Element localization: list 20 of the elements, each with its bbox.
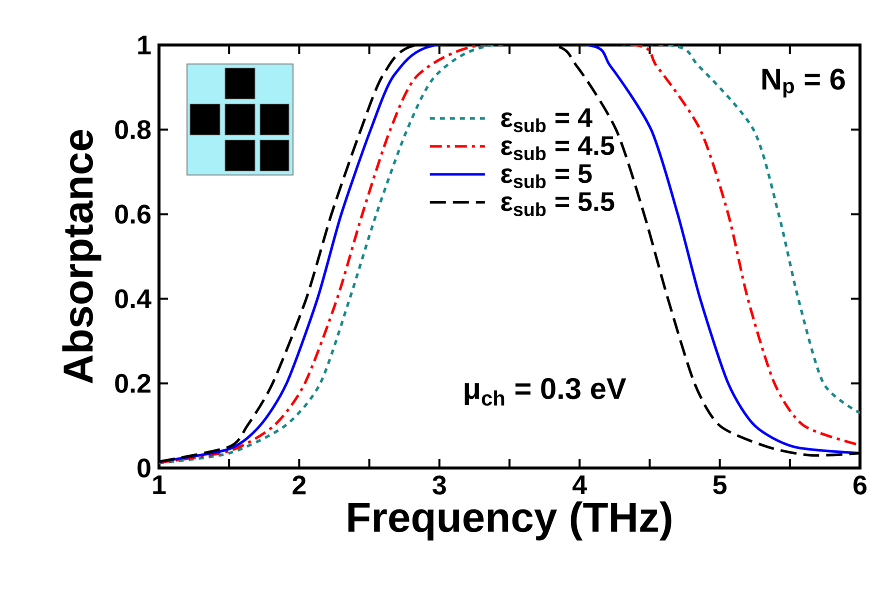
- legend-label: ε$_{sub}$ = 4.5: [501, 136, 614, 160]
- x-axis-title: Frequency (THz): [348, 501, 672, 540]
- x-tick-label: 4: [572, 476, 587, 494]
- y-tick-label: 0: [138, 458, 150, 478]
- legend-label: ε$_{sub}$ = 5.5: [501, 192, 614, 216]
- legend-label: ε$_{sub}$ = 4: [501, 108, 592, 132]
- x-tick-label: 6: [854, 476, 867, 495]
- annotation: μ$_{ch}$ = 0.3 eV: [464, 378, 626, 406]
- y-tick-label: 1: [138, 36, 151, 54]
- x-tick-label: 3: [432, 476, 446, 495]
- legend-label: ε$_{sub}$ = 5: [501, 164, 592, 188]
- y-tick-label: 0.2: [115, 374, 150, 393]
- x-tick-label: 2: [292, 476, 306, 494]
- annotation: N$_{p}$ = 6: [762, 68, 845, 98]
- x-tick-label: 5: [713, 476, 727, 494]
- y-tick-label: 0.4: [115, 289, 152, 308]
- y-tick-label: 0.8: [115, 120, 151, 140]
- y-tick-label: 0.6: [115, 204, 151, 224]
- x-tick-label: 1: [153, 476, 166, 494]
- y-axis-title: Absorptance: [62, 130, 102, 384]
